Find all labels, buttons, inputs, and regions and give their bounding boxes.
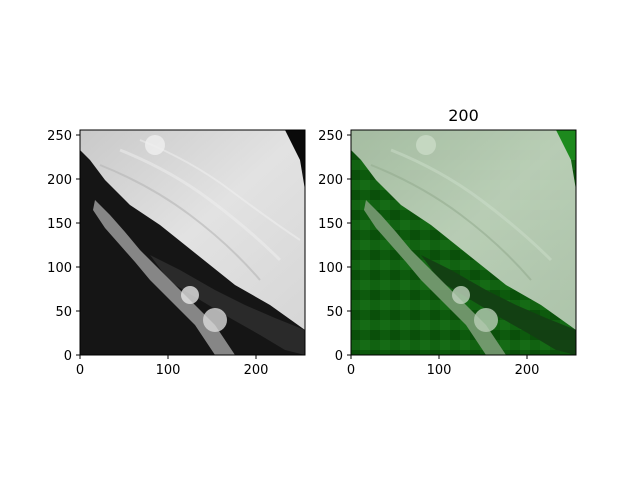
left-image-panel: 0 100 200 0 50 100 150 200 250 [47, 129, 306, 378]
right-xtick-100: 100 [427, 363, 452, 378]
right-axes-frame [350, 129, 577, 356]
right-ytick-250: 250 [318, 129, 343, 144]
right-panel-title: 200 [448, 106, 479, 125]
left-satellite-image [80, 130, 305, 355]
left-xtick-100: 100 [156, 363, 181, 378]
left-xtick-0: 0 [76, 363, 84, 378]
right-ytick-200: 200 [318, 173, 343, 188]
right-ytick-150: 150 [318, 217, 343, 232]
left-ytick-150: 150 [47, 217, 72, 232]
left-ytick-200: 200 [47, 173, 72, 188]
left-ytick-100: 100 [47, 261, 72, 276]
right-ytick-50: 50 [326, 305, 343, 320]
right-ytick-0: 0 [335, 349, 343, 364]
left-ytick-250: 250 [47, 129, 72, 144]
right-ytick-100: 100 [318, 261, 343, 276]
left-ytick-50: 50 [55, 305, 72, 320]
right-xtick-0: 0 [347, 363, 355, 378]
right-xtick-200: 200 [515, 363, 540, 378]
left-axes-frame [79, 129, 306, 356]
left-ytick-0: 0 [64, 349, 72, 364]
right-image-panel: 200 0 100 [318, 106, 577, 378]
left-xtick-200: 200 [244, 363, 269, 378]
right-overlay-image [351, 130, 576, 355]
